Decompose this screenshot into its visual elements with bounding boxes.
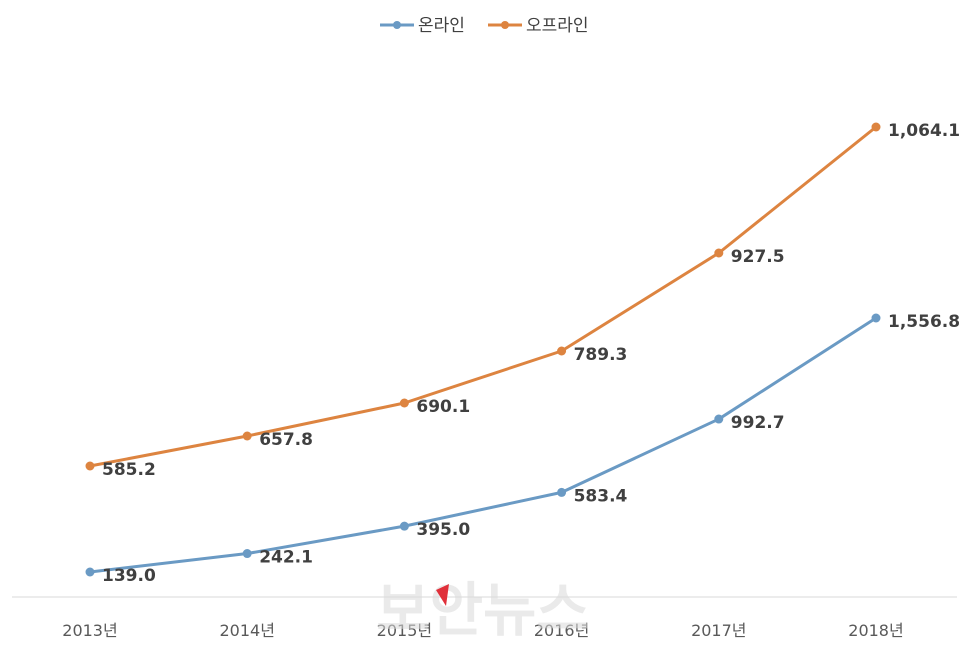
data-label: 395.0 xyxy=(416,520,470,540)
x-tick-label: 2016년 xyxy=(534,621,589,640)
x-axis-ticks: 2013년 2014년 2015년 2016년 2017년 2018년 xyxy=(62,621,903,640)
data-point xyxy=(399,521,409,531)
watermark-accent-icon xyxy=(436,584,449,606)
data-point xyxy=(871,313,881,323)
data-label: 1,556.8 xyxy=(888,312,960,332)
data-label: 1,064.1 xyxy=(888,121,960,141)
data-point xyxy=(242,431,252,441)
data-labels: 139.0 242.1 395.0 583.4 992.7 1,556.8 585.2 657… xyxy=(102,121,960,586)
x-tick-label: 2014년 xyxy=(219,621,274,640)
data-point xyxy=(85,461,95,471)
data-point xyxy=(714,248,724,258)
x-tick-label: 2017년 xyxy=(691,621,746,640)
data-label: 657.8 xyxy=(259,430,313,450)
data-label: 927.5 xyxy=(731,247,785,267)
data-point xyxy=(557,346,567,356)
data-point xyxy=(242,549,252,559)
legend-swatch-marker xyxy=(501,21,509,29)
data-label: 583.4 xyxy=(574,486,628,506)
data-label: 789.3 xyxy=(574,345,628,365)
x-tick-label: 2015년 xyxy=(377,621,432,640)
watermark: 보안뉴스 xyxy=(376,576,589,644)
data-point xyxy=(871,122,881,132)
legend-swatch-marker xyxy=(393,21,401,29)
series-line xyxy=(89,125,877,468)
data-point xyxy=(399,398,409,408)
legend-label: 온라인 xyxy=(418,16,465,36)
data-point xyxy=(557,487,567,497)
legend-label: 오프라인 xyxy=(526,16,589,36)
data-label: 242.1 xyxy=(259,548,313,568)
watermark-text: 보안뉴스 xyxy=(376,576,589,644)
data-points xyxy=(85,122,881,577)
data-label: 992.7 xyxy=(731,413,785,433)
x-tick-label: 2018년 xyxy=(848,621,903,640)
series-lines xyxy=(89,125,877,574)
legend: 온라인 오프라인 xyxy=(380,16,589,36)
x-tick-label: 2013년 xyxy=(62,621,117,640)
data-point xyxy=(714,414,724,424)
series-line xyxy=(89,316,877,574)
data-label: 585.2 xyxy=(102,460,156,480)
data-label: 139.0 xyxy=(102,566,156,586)
data-point xyxy=(85,567,95,577)
data-label: 690.1 xyxy=(416,397,470,417)
